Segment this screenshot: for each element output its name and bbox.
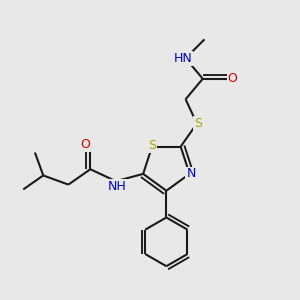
- Text: HN: HN: [174, 52, 193, 65]
- Text: N: N: [186, 167, 196, 180]
- Text: O: O: [227, 72, 237, 85]
- Text: S: S: [194, 117, 202, 130]
- Text: NH: NH: [108, 180, 127, 193]
- Text: O: O: [80, 138, 90, 152]
- Text: S: S: [148, 139, 156, 152]
